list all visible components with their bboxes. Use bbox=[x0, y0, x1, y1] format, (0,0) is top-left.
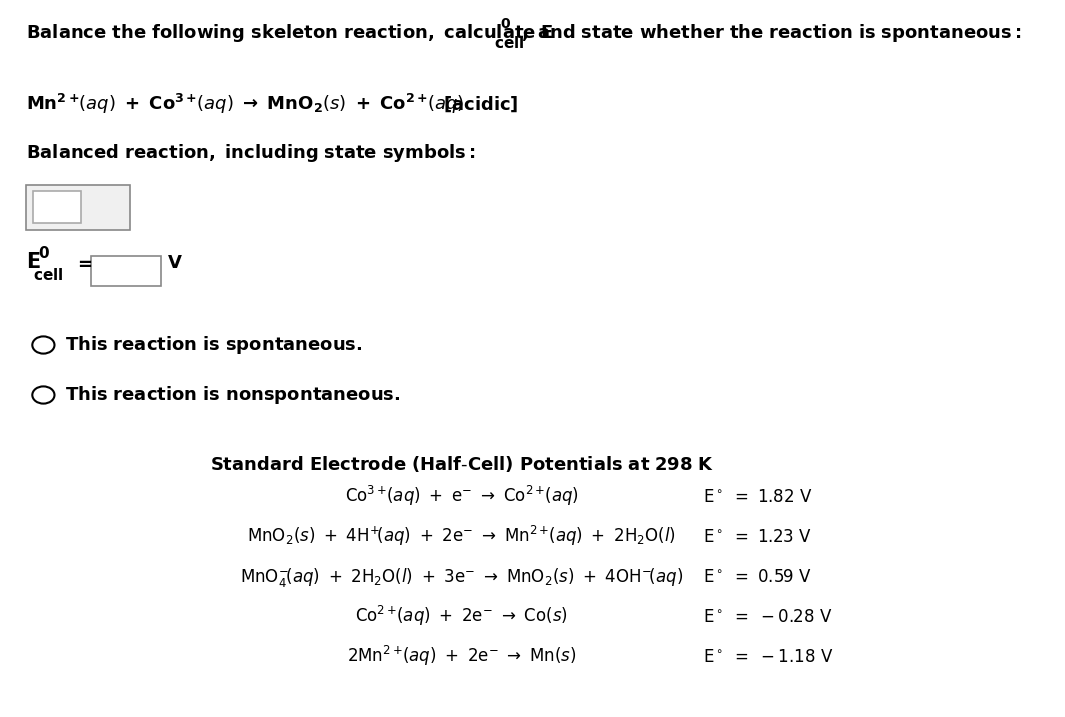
FancyBboxPatch shape bbox=[92, 256, 161, 286]
FancyBboxPatch shape bbox=[33, 191, 81, 223]
Text: $\mathrm{2Mn^{2+}\!\mathit{(aq)}\ +\ 2e^{-}\ \rightarrow\ Mn\mathit{(s)}}$: $\mathrm{2Mn^{2+}\!\mathit{(aq)}\ +\ 2e^… bbox=[347, 644, 576, 668]
FancyBboxPatch shape bbox=[26, 185, 130, 230]
Text: $\mathbf{,\ and\ state\ whether\ the\ reaction\ is\ spontaneous:}$: $\mathbf{,\ and\ state\ whether\ the\ re… bbox=[521, 22, 1021, 44]
Text: $\mathbf{cell}$: $\mathbf{cell}$ bbox=[494, 35, 524, 51]
Text: $\mathbf{E}$: $\mathbf{E}$ bbox=[26, 252, 40, 272]
Text: $\mathbf{Standard\ Electrode\ (Half\text{-}Cell)\ Potentials\ at\ 298\ K}$: $\mathbf{Standard\ Electrode\ (Half\text… bbox=[210, 454, 714, 474]
Text: $\mathbf{0}$: $\mathbf{0}$ bbox=[38, 245, 50, 261]
Text: $\mathbf{0}$: $\mathbf{0}$ bbox=[499, 17, 511, 31]
Text: $\mathbf{This\ reaction\ is\ spontaneous.}$: $\mathbf{This\ reaction\ is\ spontaneous… bbox=[65, 334, 363, 356]
Text: $\mathrm{MnO_2\mathit{(s)}\ +\ 4H^{+}\!\mathit{(aq)}\ +\ 2e^{-}\ \rightarrow\ Mn: $\mathrm{MnO_2\mathit{(s)}\ +\ 4H^{+}\!\… bbox=[247, 524, 676, 548]
Text: $\mathrm{E^\circ\ =\ -0.28\ V}$: $\mathrm{E^\circ\ =\ -0.28\ V}$ bbox=[703, 608, 833, 626]
Text: $\mathrm{Co^{2+}\!\mathit{(aq)}\ +\ 2e^{-}\ \rightarrow\ Co\mathit{(s)}}$: $\mathrm{Co^{2+}\!\mathit{(aq)}\ +\ 2e^{… bbox=[356, 604, 568, 628]
Text: $\mathrm{Co^{3+}\!\mathit{(aq)}\ +\ e^{-}\ \rightarrow\ Co^{2+}\!\mathit{(aq)}}$: $\mathrm{Co^{3+}\!\mathit{(aq)}\ +\ e^{-… bbox=[345, 484, 578, 508]
Text: $\mathbf{Mn^{2+}\!\mathit{(aq)}\ +\ Co^{3+}\!\mathit{(aq)}\ \rightarrow\ MnO_2\m: $\mathbf{Mn^{2+}\!\mathit{(aq)}\ +\ Co^{… bbox=[26, 92, 464, 116]
Text: $\mathrm{MnO_4^{-}\!\mathit{(aq)}\ +\ 2H_2O\mathit{(l)}\ +\ 3e^{-}\ \rightarrow\: $\mathrm{MnO_4^{-}\!\mathit{(aq)}\ +\ 2H… bbox=[241, 566, 684, 589]
Text: $\mathrm{E^\circ\ =\ 1.82\ V}$: $\mathrm{E^\circ\ =\ 1.82\ V}$ bbox=[703, 488, 813, 506]
Text: $\mathbf{[acidic]}$: $\mathbf{[acidic]}$ bbox=[443, 95, 519, 114]
Text: $\mathbf{=}$: $\mathbf{=}$ bbox=[73, 254, 93, 272]
Text: $\mathbf{This\ reaction\ is\ nonspontaneous.}$: $\mathbf{This\ reaction\ is\ nonspontane… bbox=[65, 384, 400, 406]
Text: $\mathbf{cell}$: $\mathbf{cell}$ bbox=[33, 267, 64, 283]
Text: $\mathrm{E^\circ\ =\ -1.18\ V}$: $\mathrm{E^\circ\ =\ -1.18\ V}$ bbox=[703, 648, 833, 666]
Text: $\mathrm{E^\circ\ =\ 1.23\ V}$: $\mathrm{E^\circ\ =\ 1.23\ V}$ bbox=[703, 528, 812, 546]
Text: $\mathrm{E^\circ\ =\ 0.59\ V}$: $\mathrm{E^\circ\ =\ 0.59\ V}$ bbox=[703, 568, 812, 586]
Text: $\mathbf{Balanced\ reaction,\ including\ state\ symbols:}$: $\mathbf{Balanced\ reaction,\ including\… bbox=[26, 142, 476, 164]
Text: $\mathbf{V}$: $\mathbf{V}$ bbox=[166, 254, 182, 272]
Text: $\mathbf{Balance\ the\ following\ skeleton\ reaction,\ calculate\ }$$\mathbf{E}$: $\mathbf{Balance\ the\ following\ skelet… bbox=[26, 22, 554, 44]
